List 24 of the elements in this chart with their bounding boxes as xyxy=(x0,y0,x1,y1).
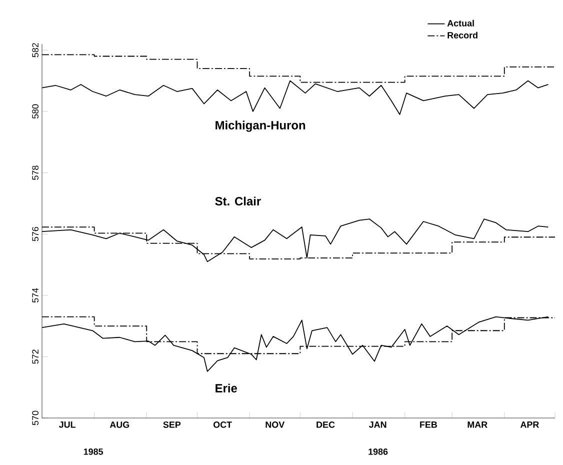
text: 1986 xyxy=(368,448,388,455)
y-tick-label: 576 xyxy=(32,226,38,242)
annotation: Michigan-Huron xyxy=(216,120,306,132)
x-tick-label: AUG xyxy=(110,422,130,428)
x-tick-label: MAR xyxy=(468,422,488,428)
x-tick-label: JUL xyxy=(58,422,76,428)
x-tick-label: APR xyxy=(520,422,539,428)
x-tick-label: NOV xyxy=(266,422,285,428)
x-tick-label: SEP xyxy=(163,422,181,428)
y-tick-label: 574 xyxy=(32,288,38,302)
x-tick-label: OCT xyxy=(213,422,232,428)
text: 1985 xyxy=(84,448,104,455)
y-tick-label: 582 xyxy=(32,43,38,58)
y-tick-label: 570 xyxy=(32,410,38,426)
annotation: St. Clair xyxy=(215,196,261,206)
legend-label: Actual xyxy=(447,20,474,26)
y-tick-label: 578 xyxy=(32,166,38,180)
x-tick-label: JAN xyxy=(368,422,386,428)
annotation: Erie xyxy=(216,384,237,392)
legend-label: Record xyxy=(448,32,478,38)
y-tick-label: 572 xyxy=(32,350,38,364)
y-tick-label: 580 xyxy=(32,104,38,119)
x-tick-label: DEC xyxy=(316,422,335,428)
x-tick-label: FEB xyxy=(420,422,437,428)
